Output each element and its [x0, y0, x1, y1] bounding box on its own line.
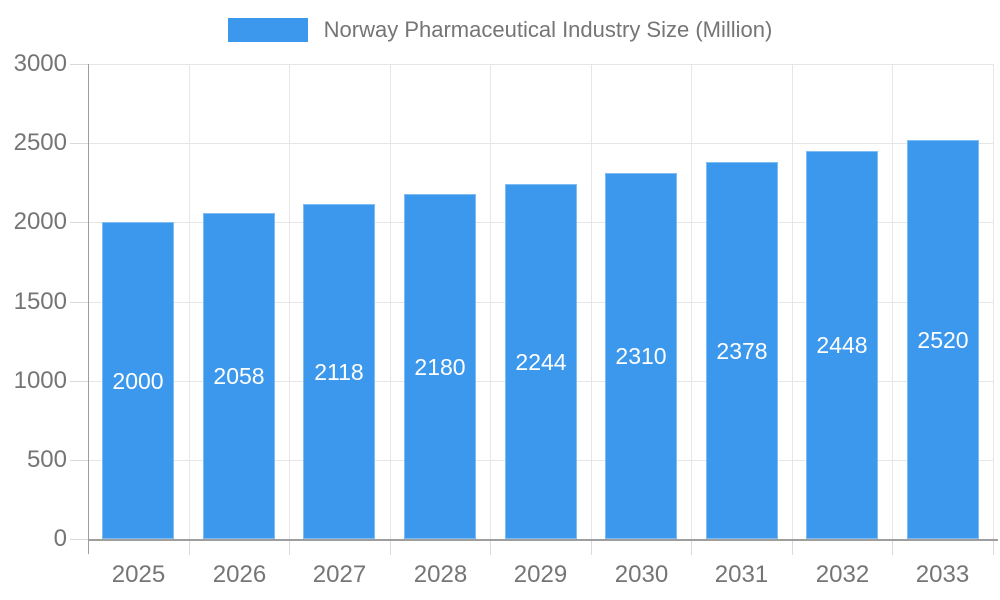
legend-swatch[interactable]: [227, 18, 308, 42]
bar-value-label: 2520: [917, 326, 969, 353]
bar-value-label: 2448: [816, 332, 868, 358]
gridline-horizontal: [88, 143, 993, 144]
y-axis-tick: [70, 222, 88, 223]
y-axis-line: [88, 64, 89, 554]
y-axis-tick: [70, 64, 88, 65]
bar-2033[interactable]: 2520: [907, 140, 979, 539]
x-axis-tick: [792, 541, 793, 555]
x-axis-label: 2026: [212, 561, 267, 588]
x-axis-tick: [691, 541, 692, 555]
x-axis-tick: [892, 541, 893, 555]
bar-value-label: 2244: [515, 348, 567, 375]
y-axis-tick-label: 3000: [13, 50, 67, 77]
bar-value-label: 2000: [112, 367, 164, 394]
bar-2027[interactable]: 2118: [303, 204, 375, 539]
gridline-vertical: [490, 64, 491, 539]
bar-2031[interactable]: 2378: [706, 162, 778, 539]
bar-2026[interactable]: 2058: [203, 213, 275, 539]
x-axis-label: 2033: [915, 561, 970, 588]
gridline-vertical: [892, 64, 893, 539]
bar-value-label: 2118: [314, 358, 364, 385]
gridline-vertical: [189, 64, 190, 539]
y-axis-tick-label: 2000: [13, 208, 67, 235]
x-axis-label: 2031: [714, 561, 769, 588]
y-axis-tick: [70, 302, 88, 303]
gridline-vertical: [591, 64, 592, 539]
x-axis-tick: [189, 541, 190, 555]
x-axis-label: 2025: [111, 561, 166, 588]
bar-value-label: 2058: [213, 363, 265, 389]
bar-2025[interactable]: 2000: [102, 222, 174, 539]
x-axis-line: [88, 539, 998, 541]
gridline-vertical: [289, 64, 290, 539]
legend: Norway Pharmaceutical Industry Size (Mil…: [0, 14, 1000, 46]
x-axis-label: 2032: [815, 561, 870, 588]
y-axis-tick-label: 1000: [13, 367, 67, 394]
x-axis-tick: [289, 541, 290, 555]
y-axis-tick-label: 2500: [13, 129, 67, 156]
x-axis-label: 2029: [513, 561, 568, 588]
gridline-vertical: [792, 64, 793, 539]
legend-label[interactable]: Norway Pharmaceutical Industry Size (Mil…: [323, 17, 773, 42]
bar-value-label: 2310: [615, 343, 667, 369]
bar-value-label: 2180: [414, 353, 466, 380]
x-axis-label: 2030: [614, 561, 669, 588]
y-axis-tick: [70, 381, 88, 382]
x-axis-label: 2027: [312, 561, 367, 588]
gridline-vertical: [390, 64, 391, 539]
bar-2028[interactable]: 2180: [404, 194, 476, 539]
y-axis-tick: [70, 460, 88, 461]
x-axis-tick: [390, 541, 391, 555]
bar-2030[interactable]: 2310: [605, 173, 677, 539]
x-axis-tick: [591, 541, 592, 555]
bar-2032[interactable]: 2448: [806, 151, 878, 539]
x-axis-tick: [490, 541, 491, 555]
bar-2029[interactable]: 2244: [505, 184, 577, 539]
y-axis-tick-label: 500: [26, 446, 67, 473]
x-axis-tick: [993, 541, 994, 555]
gridline-vertical: [993, 64, 994, 539]
gridline-vertical: [691, 64, 692, 539]
x-axis-label: 2028: [413, 561, 468, 588]
y-axis-tick-label: 1500: [13, 288, 67, 315]
gridline-horizontal: [88, 64, 993, 65]
y-axis-tick: [70, 539, 88, 540]
bar-value-label: 2378: [716, 337, 768, 364]
y-axis-tick-label: 0: [53, 525, 67, 552]
y-axis-tick: [70, 143, 88, 144]
